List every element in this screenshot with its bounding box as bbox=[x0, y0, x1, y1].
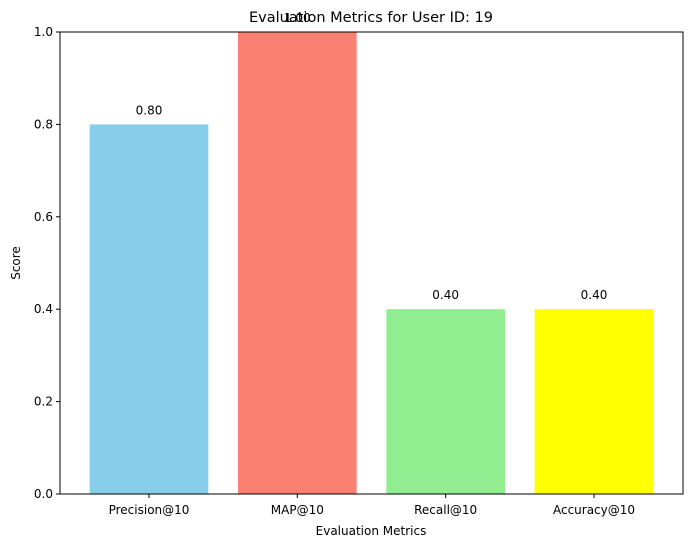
x-tick-label: Accuracy@10 bbox=[553, 503, 635, 517]
x-tick-label: MAP@10 bbox=[271, 503, 324, 517]
x-tick-label: Precision@10 bbox=[109, 503, 190, 517]
y-axis-ticks: 0.0 0.2 0.4 0.6 0.8 1.0 bbox=[34, 25, 60, 501]
bar-value-label: 1.00 bbox=[284, 11, 311, 25]
bar-accuracy-10 bbox=[534, 309, 654, 494]
chart-title: Evaluation Metrics for User ID: 19 bbox=[249, 10, 493, 26]
y-tick-label: 1.0 bbox=[34, 25, 53, 39]
bar-precision-10 bbox=[89, 124, 209, 495]
plot-area-frame bbox=[59, 31, 684, 495]
bar-value-label: 0.40 bbox=[432, 288, 459, 302]
bar-recall-10 bbox=[386, 309, 505, 494]
y-tick-label: 0.4 bbox=[34, 302, 53, 316]
y-tick-label: 0.0 bbox=[34, 487, 53, 501]
bar-map-10 bbox=[238, 32, 357, 494]
bar-value-label: 0.80 bbox=[136, 103, 163, 117]
y-tick-label: 0.8 bbox=[34, 117, 53, 131]
bar-value-label: 0.40 bbox=[581, 288, 608, 302]
x-axis-label: Evaluation Metrics bbox=[316, 524, 427, 538]
y-tick-label: 0.6 bbox=[34, 210, 53, 224]
bars-layer bbox=[89, 32, 654, 495]
x-axis-ticks: Precision@10 MAP@10 Recall@10 Accuracy@10 bbox=[109, 494, 635, 517]
y-axis-label: Score bbox=[9, 246, 23, 280]
y-tick-label: 0.2 bbox=[34, 395, 53, 409]
x-tick-label: Recall@10 bbox=[414, 503, 477, 517]
value-labels-layer: 0.80 1.00 0.40 0.40 bbox=[136, 11, 608, 302]
